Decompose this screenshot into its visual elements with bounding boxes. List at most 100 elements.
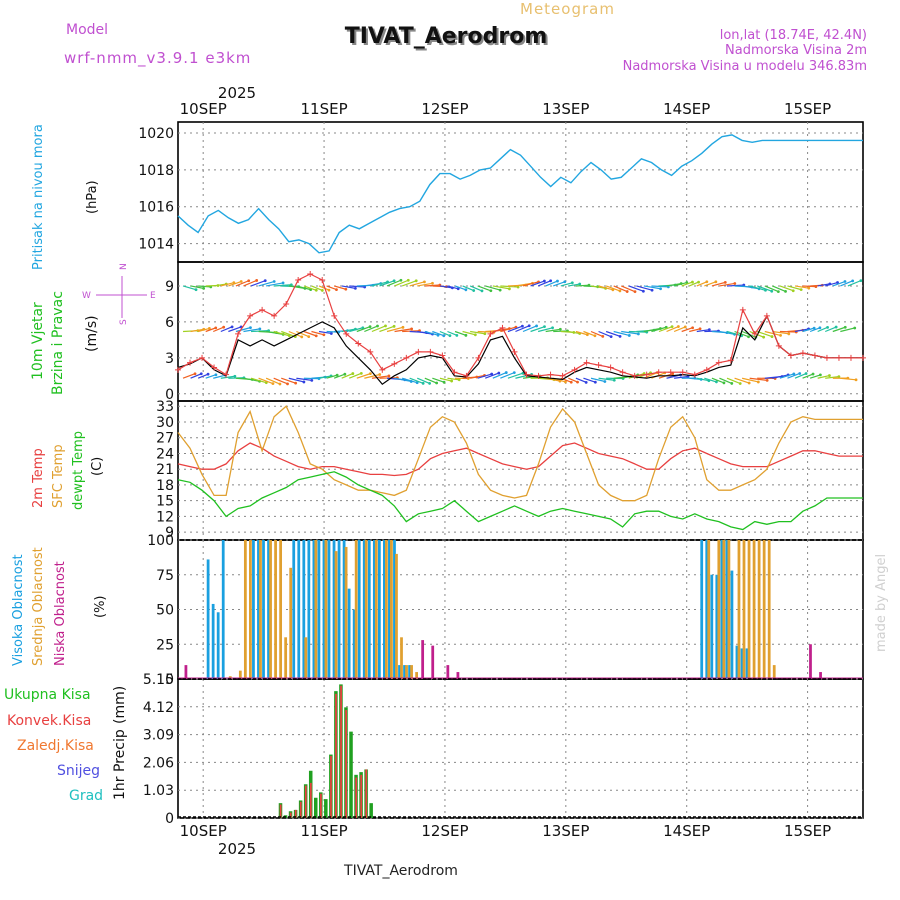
wind-arrow xyxy=(417,282,433,287)
mid-cloud-bar xyxy=(314,540,318,679)
high-cloud-bar xyxy=(720,540,724,679)
wind-arrow-head xyxy=(707,328,711,332)
gust-marker xyxy=(631,372,638,379)
wind-arrow xyxy=(258,280,275,287)
wind-arrow-head xyxy=(207,327,211,330)
mid-cloud-bar xyxy=(742,540,746,679)
wind-arrow-head xyxy=(239,280,243,283)
wind-arrow xyxy=(590,285,606,289)
wind-arrow-head xyxy=(569,380,573,384)
wind-arrow-head xyxy=(448,334,452,338)
high-cloud-bar xyxy=(312,540,316,679)
wind-arrow-head xyxy=(854,378,858,382)
model-label: Model xyxy=(66,22,108,38)
wind-arrow-head xyxy=(442,380,446,384)
wind-arrow xyxy=(417,330,433,335)
wind-arrow-head xyxy=(549,279,553,283)
gust-marker xyxy=(475,354,482,361)
wind-arrow xyxy=(394,328,412,333)
wind-arrow-head xyxy=(636,332,640,336)
wind-arrow xyxy=(265,377,281,385)
wind-arrow xyxy=(454,330,467,336)
gust-marker xyxy=(175,366,181,373)
precip-unit: (mm) xyxy=(112,686,128,724)
y-tick-label: 25 xyxy=(156,637,174,653)
gust-marker xyxy=(643,371,650,378)
wind-arrow xyxy=(462,330,476,336)
wind-ylabel-a: 10m Vjetar xyxy=(30,302,46,380)
high-cloud-bar xyxy=(408,665,411,679)
wind-arrow xyxy=(492,285,510,290)
wind-arrow xyxy=(605,285,621,292)
compass-n: N xyxy=(119,263,129,270)
y-tick-label: 5.15 xyxy=(143,672,174,688)
wind-arrow-head xyxy=(618,289,622,293)
mid-cloud-bar xyxy=(238,670,242,679)
wind-arrow-head xyxy=(593,380,597,384)
bottom-day-label: 13SEP xyxy=(542,822,589,840)
y-tick-label: 30 xyxy=(156,415,174,431)
y-tick-label: 33 xyxy=(156,399,174,415)
wind-arrow xyxy=(794,328,809,333)
wind-arrow-head xyxy=(714,280,718,284)
conv-precip-bar xyxy=(335,693,337,818)
wind-arrow-head xyxy=(307,335,311,338)
y-tick-label: 24 xyxy=(156,446,174,462)
mid-cloud-bar xyxy=(752,540,756,679)
wind-arrow-head xyxy=(578,282,582,286)
high-cloud-bar xyxy=(388,540,391,679)
wind-arrow xyxy=(258,377,274,385)
wind-arrow-head xyxy=(756,380,760,384)
wind-arrow xyxy=(757,330,773,338)
wind-arrow-head xyxy=(851,279,855,283)
wind-arrow xyxy=(470,330,485,335)
wind-arrow xyxy=(787,372,800,379)
wind-arrow xyxy=(583,377,596,383)
model-name: wrf-nmm_v3.9.1 e3km xyxy=(64,49,251,68)
wind-arrow-head xyxy=(483,332,487,336)
wind-arrow-head xyxy=(194,288,198,292)
wind-arrow xyxy=(673,326,686,333)
conv-precip-bar xyxy=(340,685,342,818)
wind-speed-line xyxy=(177,314,863,386)
legend-conv: Konvek.Kisa xyxy=(7,713,91,729)
wind-arrow xyxy=(605,330,621,337)
wind-arrow xyxy=(371,375,389,379)
wind-arrow xyxy=(318,330,332,335)
wind-arrow-head xyxy=(618,334,622,338)
wind-arrow xyxy=(333,373,346,379)
mid-cloud-bar xyxy=(269,540,272,679)
gust-marker xyxy=(667,369,674,376)
wind-arrow-head xyxy=(508,287,511,291)
wind-arrow-head xyxy=(516,285,520,289)
wind-arrow-head xyxy=(472,289,476,292)
wind-arrow xyxy=(779,285,794,292)
pressure-unit: (hPa) xyxy=(85,180,100,214)
wind-arrow xyxy=(666,282,682,287)
conv-precip-bar xyxy=(320,793,322,818)
mid-cloud-bar xyxy=(772,665,776,679)
wind-arrow xyxy=(220,282,235,287)
compass-s: S xyxy=(119,319,129,325)
wind-arrow xyxy=(356,326,371,333)
conv-precip-bar xyxy=(294,809,297,818)
wind-arrow xyxy=(832,326,846,333)
y-tick-label: 0 xyxy=(165,672,174,688)
panel-frame-1 xyxy=(177,121,864,263)
wind-arrow-head xyxy=(214,373,218,377)
high-cloud-bar xyxy=(206,559,210,679)
wind-panel: 10m Vjetar Brzina i Pravac (m/s) N S W E… xyxy=(30,263,866,403)
wind-arrow-head xyxy=(564,380,567,384)
y-tick-label: 1020 xyxy=(138,126,174,142)
mid-cloud-bar xyxy=(415,672,418,679)
conv-precip-bar xyxy=(309,782,312,818)
wind-arrow-head xyxy=(722,381,726,385)
pressure-line xyxy=(177,134,863,254)
wind-arrow-head xyxy=(359,371,363,375)
wind-arrow xyxy=(832,280,846,287)
wind-arrow xyxy=(273,330,290,337)
wind-arrow-head xyxy=(828,374,831,377)
wind-arrow-head xyxy=(585,333,589,337)
wind-arrow xyxy=(326,285,337,291)
wind-arrow xyxy=(673,281,687,287)
